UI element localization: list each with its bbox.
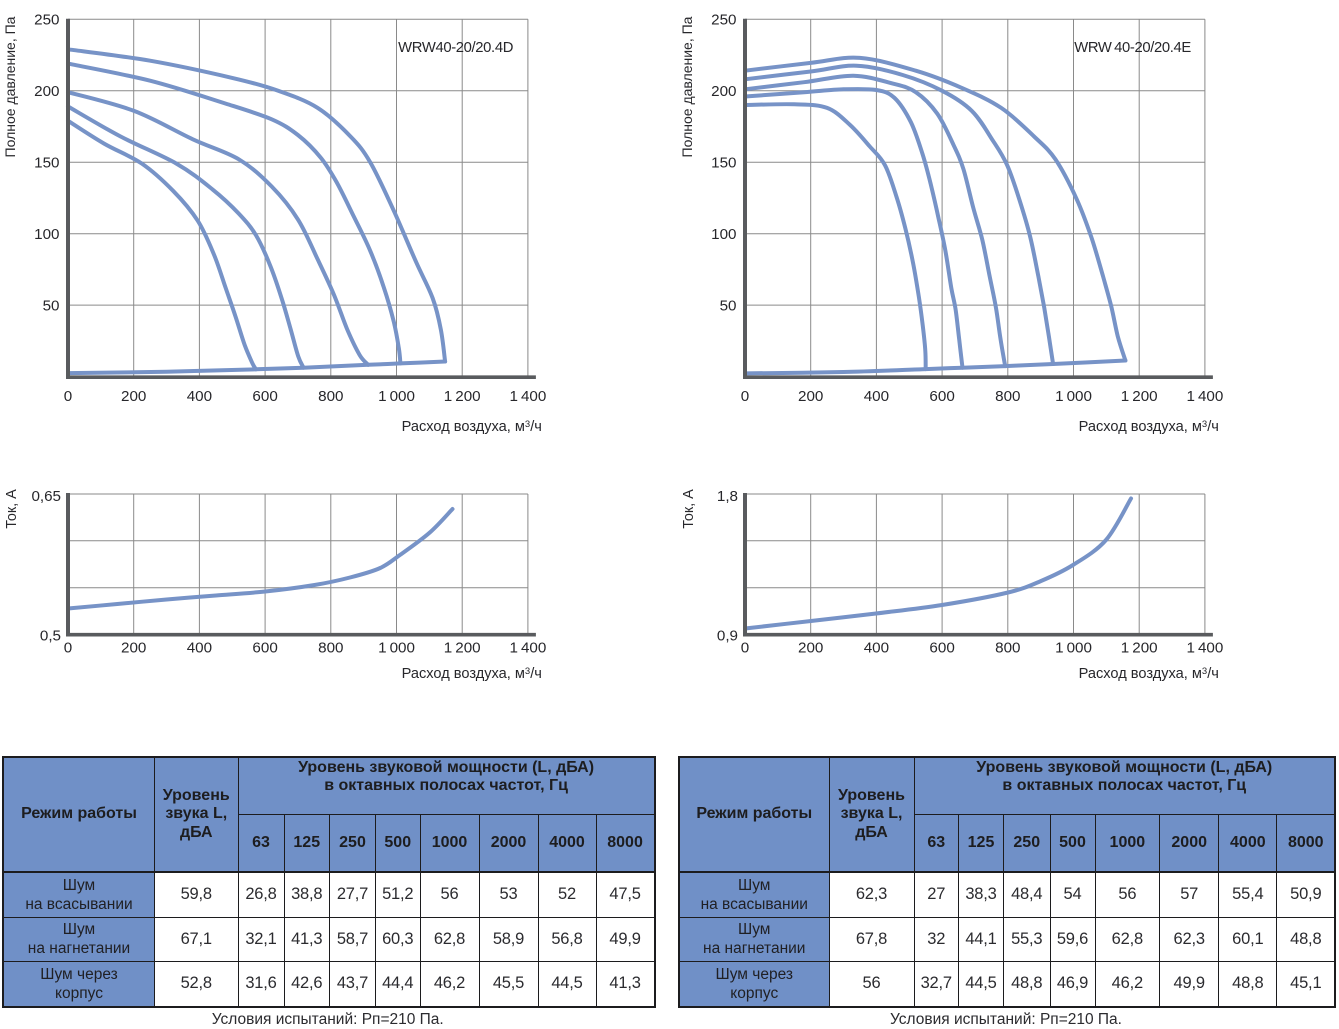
svg-text:0: 0: [741, 388, 749, 405]
svg-text:1 200: 1 200: [444, 388, 481, 405]
svg-text:0: 0: [741, 640, 749, 657]
svg-text:600: 600: [252, 640, 277, 657]
svg-text:0: 0: [64, 388, 72, 405]
svg-text:Полное давление, Па: Полное давление, Па: [2, 16, 18, 157]
svg-text:800: 800: [995, 388, 1020, 405]
svg-text:150: 150: [34, 155, 59, 172]
svg-text:250: 250: [711, 12, 736, 29]
svg-text:1 400: 1 400: [509, 388, 546, 405]
svg-text:50: 50: [720, 297, 737, 314]
svg-text:200: 200: [34, 83, 59, 100]
svg-text:400: 400: [187, 388, 212, 405]
svg-text:1,8: 1,8: [717, 488, 738, 505]
svg-text:WRW40-20/20.4D: WRW40-20/20.4D: [398, 40, 513, 56]
svg-text:400: 400: [864, 640, 889, 657]
svg-text:Расход воздуха, м3/ч: Расход воздуха, м3/ч: [1079, 666, 1219, 682]
svg-text:200: 200: [798, 640, 823, 657]
svg-text:600: 600: [929, 640, 954, 657]
svg-text:1 400: 1 400: [1186, 388, 1223, 405]
svg-text:400: 400: [187, 640, 212, 657]
svg-text:Ток, А: Ток, А: [4, 489, 20, 529]
svg-text:0,9: 0,9: [717, 628, 738, 645]
svg-text:Ток, А: Ток, А: [681, 489, 697, 529]
svg-text:1 400: 1 400: [509, 640, 546, 657]
svg-text:Расход воздуха, м3/ч: Расход воздуха, м3/ч: [1079, 419, 1219, 435]
svg-text:400: 400: [864, 388, 889, 405]
svg-text:1 000: 1 000: [378, 388, 415, 405]
svg-text:100: 100: [711, 226, 736, 243]
svg-text:1 000: 1 000: [1055, 388, 1092, 405]
svg-text:200: 200: [121, 388, 146, 405]
svg-text:0: 0: [64, 640, 72, 657]
svg-text:1 000: 1 000: [1055, 640, 1092, 657]
svg-text:0,65: 0,65: [31, 488, 61, 505]
svg-text:200: 200: [711, 83, 736, 100]
svg-text:200: 200: [121, 640, 146, 657]
svg-text:0,5: 0,5: [40, 628, 61, 645]
svg-text:800: 800: [318, 388, 343, 405]
svg-text:200: 200: [798, 388, 823, 405]
svg-text:600: 600: [929, 388, 954, 405]
svg-text:1 200: 1 200: [1121, 640, 1158, 657]
svg-text:800: 800: [318, 640, 343, 657]
svg-text:1 400: 1 400: [1186, 640, 1223, 657]
svg-text:100: 100: [34, 226, 59, 243]
svg-text:Расход воздуха, м3/ч: Расход воздуха, м3/ч: [402, 666, 542, 682]
svg-text:1 200: 1 200: [444, 640, 481, 657]
svg-text:50: 50: [43, 297, 60, 314]
svg-text:1 200: 1 200: [1121, 388, 1158, 405]
svg-text:Полное давление, Па: Полное давление, Па: [679, 16, 695, 157]
svg-text:1 000: 1 000: [378, 640, 415, 657]
svg-text:250: 250: [34, 12, 59, 29]
svg-text:WRW 40-20/20.4E: WRW 40-20/20.4E: [1074, 40, 1191, 56]
svg-text:Расход воздуха, м3/ч: Расход воздуха, м3/ч: [402, 419, 542, 435]
svg-text:600: 600: [252, 388, 277, 405]
svg-text:150: 150: [711, 155, 736, 172]
svg-text:800: 800: [995, 640, 1020, 657]
